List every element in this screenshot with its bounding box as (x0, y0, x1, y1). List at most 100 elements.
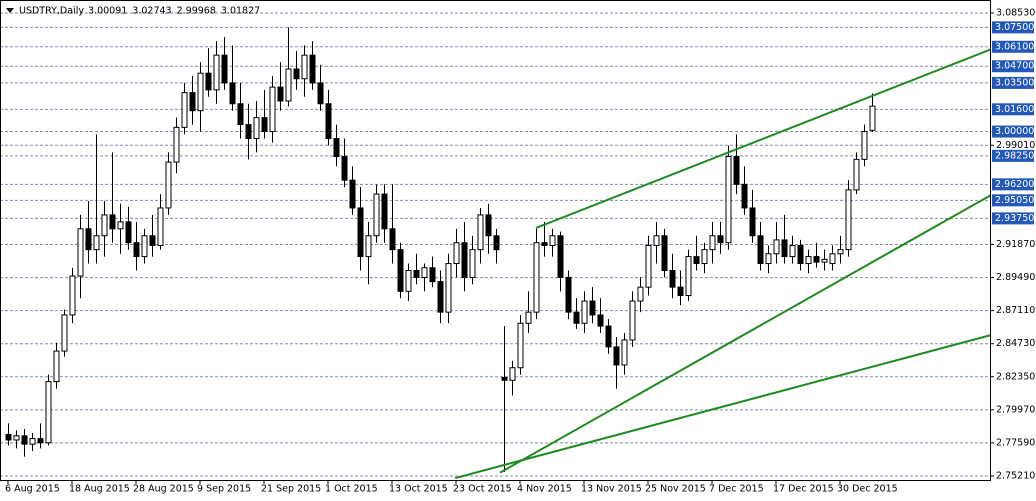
bull-candle (453, 242, 460, 265)
bull-candle (165, 161, 172, 209)
bear-candle (733, 156, 740, 185)
bull-candle (805, 256, 812, 265)
bear-candle (349, 179, 356, 209)
bull-candle (101, 214, 108, 237)
x-tick-label: 6 Aug 2015 (5, 484, 60, 495)
axis-layer: 2.75210 2.77590 2.79970 2.82350 2.84730 2.871… (5, 8, 1035, 495)
bear-candle (229, 82, 236, 105)
y-tick-label: 2.84730 (996, 338, 1035, 349)
bear-candle (381, 193, 388, 230)
bear-candle (501, 376, 508, 381)
level-label-box (992, 103, 1034, 116)
level-label-box (992, 212, 1034, 225)
bear-candle (749, 207, 756, 237)
bear-candle (717, 235, 724, 244)
bear-candle (341, 156, 348, 181)
bull-candle (525, 311, 532, 324)
bear-candle (317, 82, 324, 105)
x-tick-label: 30 Dec 2015 (837, 484, 898, 495)
header-value: 2.99968 (177, 6, 216, 17)
bear-candle (813, 256, 820, 263)
y-tick-label: 2.99010 (996, 140, 1035, 151)
level-label: 2.95050 (995, 195, 1034, 206)
level-label: 3.03500 (995, 77, 1034, 88)
y-tick-label: 2.75210 (996, 470, 1035, 481)
x-tick-label: 4 Nov 2015 (517, 484, 572, 495)
bear-candle (741, 183, 748, 209)
x-tick-label: 7 Dec 2015 (709, 484, 764, 495)
bull-candle (157, 207, 164, 246)
bear-candle (245, 124, 252, 139)
bear-candle (613, 346, 620, 366)
bull-candle (789, 244, 796, 258)
bull-candle (829, 253, 836, 265)
level-label-box (992, 178, 1034, 191)
bull-candle (45, 381, 52, 444)
bull-candle (269, 86, 276, 133)
level-label-box (992, 76, 1034, 89)
level-label: 3.01600 (995, 104, 1034, 115)
bull-candle (285, 68, 292, 102)
trend-line (454, 334, 990, 480)
y-tick-label: 2.77590 (996, 437, 1035, 448)
bear-candle (693, 256, 700, 265)
bull-candle (77, 228, 84, 277)
x-tick-label: 28 Aug 2015 (133, 484, 194, 495)
bull-candle (533, 242, 540, 313)
x-tick-label: 9 Sep 2015 (197, 484, 251, 495)
bear-candle (429, 267, 436, 283)
bull-candle (645, 244, 652, 288)
bear-candle (669, 269, 676, 288)
bull-candle (93, 235, 100, 251)
bear-candle (277, 86, 284, 102)
bull-candle (549, 235, 556, 246)
bull-candle (629, 300, 636, 341)
bull-candle (653, 235, 660, 246)
bear-candle (333, 137, 340, 158)
y-tick-label: 2.79970 (996, 404, 1035, 415)
bear-candle (325, 103, 332, 139)
symbol: USDTRY,Daily (19, 6, 84, 17)
bear-candle (37, 438, 44, 444)
bear-candle (293, 68, 300, 80)
bear-candle (261, 117, 268, 133)
bear-candle (85, 228, 92, 251)
bull-candle (469, 249, 476, 278)
y-tick-label: 2.82350 (996, 371, 1035, 382)
menu-arrow[interactable] (6, 8, 14, 13)
bull-candle (253, 117, 260, 139)
bull-candle (685, 256, 692, 296)
bull-candle (365, 235, 372, 258)
bull-candle (197, 72, 204, 112)
level-label: 3.07500 (995, 22, 1034, 33)
bull-candle (213, 54, 220, 91)
bear-candle (437, 281, 444, 313)
bear-candle (461, 242, 468, 278)
bear-candle (389, 228, 396, 251)
bull-candle (141, 235, 148, 258)
bull-candle (405, 269, 412, 292)
bull-candle (445, 263, 452, 313)
bull-candle (765, 253, 772, 265)
x-tick-label: 23 Oct 2015 (453, 484, 512, 495)
bear-candle (557, 235, 564, 278)
bull-candle (173, 126, 180, 163)
bull-candle (509, 367, 516, 381)
bear-candle (109, 214, 116, 230)
bull-candle (821, 258, 828, 263)
x-tick-label: 18 Aug 2015 (69, 484, 130, 495)
bull-candle (853, 158, 860, 191)
x-tick-label: 13 Nov 2015 (581, 484, 642, 495)
level-label-box (992, 125, 1034, 138)
level-label: 3.00000 (995, 126, 1034, 137)
level-label-box (992, 194, 1034, 207)
bull-candle (861, 131, 868, 160)
bear-candle (677, 286, 684, 296)
level-label-box (992, 21, 1034, 34)
bear-candle (397, 249, 404, 292)
bull-candle (725, 156, 732, 244)
header-value: 3.00091 (88, 6, 127, 17)
bear-candle (493, 235, 500, 251)
level-label: 2.96200 (995, 179, 1034, 190)
